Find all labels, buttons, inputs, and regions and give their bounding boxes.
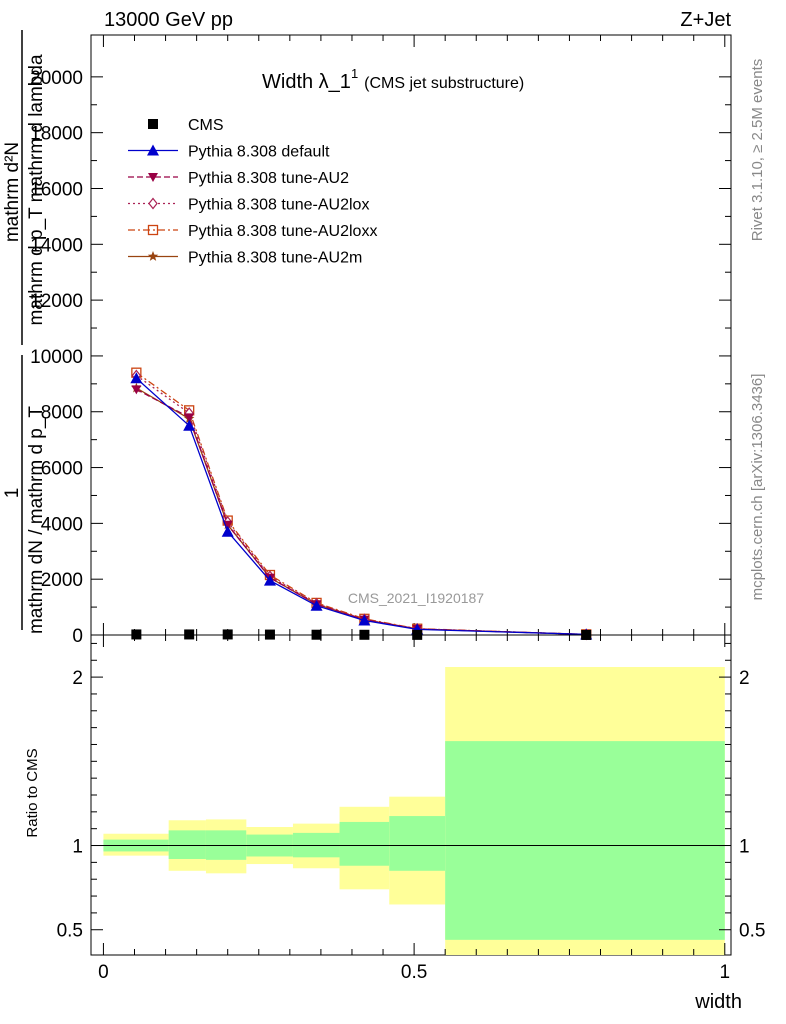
ylabel-numerator: mathrm d²N xyxy=(2,142,23,242)
ratio-bands xyxy=(103,667,725,955)
main-y-tick-label: 20000 xyxy=(30,68,83,89)
header-right: Z+Jet xyxy=(680,9,731,31)
data-point xyxy=(183,419,196,431)
x-tick-label: 1 xyxy=(719,962,730,983)
legend-label: Pythia 8.308 tune-AU2 xyxy=(188,170,349,187)
watermark: CMS_2021_I1920187 xyxy=(348,590,484,606)
uncertainty-band-inner xyxy=(445,741,725,940)
legend-entry: Pythia 8.308 tune-AU2 xyxy=(128,170,349,187)
title-main: Width λ_1 xyxy=(262,71,351,93)
ratio-y-tick-label: 0.5 xyxy=(57,921,83,942)
rivet-label: Rivet 3.1.10, ≥ 2.5M events xyxy=(749,59,766,242)
ratio-y-tick-label: 0.5 xyxy=(739,921,765,942)
series-line xyxy=(135,377,587,636)
ylabel-prefix-den: mathrm dN / mathrm d p_T xyxy=(26,406,47,634)
uncertainty-band-inner xyxy=(389,816,446,871)
data-point xyxy=(358,614,371,626)
ylabel-denominator: mathrm d p_T mathrm d lambda xyxy=(26,54,47,325)
legend-label: Pythia 8.308 tune-AU2m xyxy=(188,250,362,267)
main-y-tick-label: 0 xyxy=(72,626,83,647)
main-y-tick-label: 6000 xyxy=(41,459,83,480)
x-axis-label: width xyxy=(694,991,742,1013)
data-point xyxy=(130,372,143,384)
legend-marker xyxy=(147,144,159,156)
title-sub: (CMS jet substructure) xyxy=(364,75,524,92)
ratio-y-tick-label: 1 xyxy=(739,837,750,858)
ratio-y-tick-label: 2 xyxy=(739,668,750,689)
ratio-y-axis: 0.5 0.5 1 1 2 2 xyxy=(57,642,765,942)
main-y-tick-label: 16000 xyxy=(30,179,83,200)
mcplots-label: mcplots.cern.ch [arXiv:1306.3436] xyxy=(749,374,766,601)
data-point xyxy=(131,385,142,395)
uncertainty-band-inner xyxy=(339,821,390,866)
main-panel: 0 2000 4000 6000 8000 10000 12000 14000 16000 180… xyxy=(30,34,732,647)
main-y-label: 1 mathrm dN / mathrm d p_T mathrm d²N ma… xyxy=(2,30,47,634)
title-superscript: 1 xyxy=(351,66,358,81)
main-y-tick-label: 10000 xyxy=(30,347,83,368)
svg-text:Width λ_11(CMS jet substructur: Width λ_11 (CMS jet substructure) xyxy=(262,66,524,93)
legend-marker xyxy=(148,119,158,129)
ratio-y-tick-label: 2 xyxy=(72,668,83,689)
data-point xyxy=(184,413,195,423)
x-tick-label: 0 xyxy=(98,962,109,983)
uncertainty-band-inner xyxy=(168,830,206,859)
ratio-panel: 0.5 0.51 12 2 0 0.5 1 Ratio to CMS xyxy=(24,634,765,983)
data-point xyxy=(310,599,323,611)
main-y-axis: 0 2000 4000 6000 8000 10000 12000 14000 16000 180… xyxy=(30,68,731,647)
ratio-y-label: Ratio to CMS xyxy=(24,748,41,837)
legend-label: Pythia 8.308 tune-AU2loxx xyxy=(188,223,377,240)
main-y-tick-label: 4000 xyxy=(41,514,83,535)
legend-entry: Pythia 8.308 tune-AU2m xyxy=(128,250,362,267)
main-y-tick-label: 2000 xyxy=(41,570,83,591)
legend-entry: Pythia 8.308 default xyxy=(128,144,330,161)
legend-label: Pythia 8.308 tune-AU2lox xyxy=(188,197,369,214)
series-line xyxy=(136,374,587,636)
header-left: 13000 GeV pp xyxy=(104,9,233,31)
legend-marker xyxy=(147,224,159,236)
main-y-tick-label: 8000 xyxy=(41,403,83,424)
data-point xyxy=(222,629,233,640)
legend-entry: Pythia 8.308 tune-AU2loxx xyxy=(128,223,377,240)
legend-label: Pythia 8.308 default xyxy=(188,144,330,161)
ratio-y-tick-label: 1 xyxy=(72,837,83,858)
data-point xyxy=(221,525,234,537)
legend-entry: CMS xyxy=(148,117,224,134)
main-frame xyxy=(90,34,732,636)
legend-entry: Pythia 8.308 tune-AU2lox xyxy=(128,197,369,214)
x-tick-label: 0.5 xyxy=(401,962,427,983)
legend: CMS Pythia 8.308 default Pythia 8.308 tune… xyxy=(128,117,377,267)
ratio-x-axis: 0 0.5 1 xyxy=(98,635,730,983)
legend-marker xyxy=(148,173,158,182)
legend-marker xyxy=(147,251,159,261)
data-point xyxy=(131,629,142,640)
plot-title: Width λ_11 (CMS jet substructure) xyxy=(262,66,524,93)
data-point xyxy=(263,574,276,586)
main-y-tick-label: 18000 xyxy=(30,124,83,145)
ylabel-prefix-num: 1 xyxy=(2,488,23,499)
main-y-tick-label: 12000 xyxy=(30,291,83,312)
legend-label: CMS xyxy=(188,117,224,134)
legend-marker xyxy=(148,197,158,210)
series-pythia-8-308-default xyxy=(130,372,593,640)
main-y-tick-label: 14000 xyxy=(30,235,83,256)
data-point xyxy=(184,629,195,640)
